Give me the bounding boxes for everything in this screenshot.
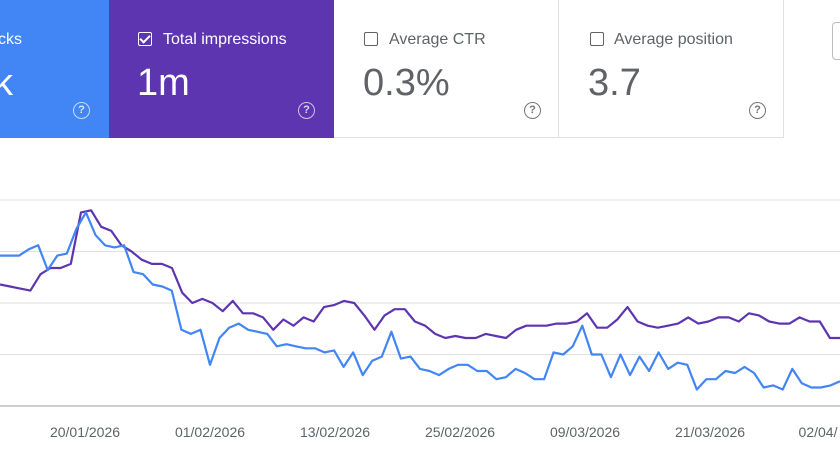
average-ctr-label: Average CTR xyxy=(389,31,486,48)
total-clicks-label: cks xyxy=(0,31,22,48)
average-position-value: 3.7 xyxy=(588,62,641,104)
impressions-checkbox-checked-icon[interactable] xyxy=(138,32,152,46)
help-icon[interactable]: ? xyxy=(298,102,315,119)
x-tick-label: 01/02/2026 xyxy=(175,424,245,440)
x-tick-label: 02/04/ xyxy=(799,424,838,440)
performance-chart: 20/01/2026 01/02/2026 13/02/2026 25/02/2026… xyxy=(0,199,840,440)
position-checkbox-icon[interactable] xyxy=(590,32,604,46)
average-ctr-card[interactable]: Average CTR 0.3% ? xyxy=(334,0,559,138)
total-clicks-value: k xyxy=(0,62,13,104)
x-tick-label: 21/03/2026 xyxy=(675,424,745,440)
x-tick-label: 09/03/2026 xyxy=(550,424,620,440)
x-axis-ticks: 20/01/2026 01/02/2026 13/02/2026 25/02/2026… xyxy=(50,424,838,440)
total-clicks-card[interactable]: cks k ? xyxy=(0,0,109,138)
clicks-series-line xyxy=(0,211,840,391)
ctr-checkbox-icon[interactable] xyxy=(364,32,378,46)
chart-series xyxy=(0,209,840,391)
chart-grid xyxy=(0,199,840,407)
total-impressions-card[interactable]: Total impressions 1m ? xyxy=(109,0,334,138)
total-impressions-label: Total impressions xyxy=(163,31,287,48)
help-icon[interactable]: ? xyxy=(524,102,541,119)
x-tick-label: 20/01/2026 xyxy=(50,424,120,440)
help-icon[interactable]: ? xyxy=(749,102,766,119)
x-tick-label: 25/02/2026 xyxy=(425,424,495,440)
average-ctr-value: 0.3% xyxy=(363,62,450,104)
impressions-series-line xyxy=(0,209,840,340)
metric-cards: cks k ? Total impressions 1m ? Average C… xyxy=(0,0,840,138)
average-position-card[interactable]: Average position 3.7 ? xyxy=(559,0,784,138)
average-position-label: Average position xyxy=(614,31,733,48)
help-icon[interactable]: ? xyxy=(73,102,90,119)
toolbar-button-edge[interactable] xyxy=(832,22,840,60)
total-impressions-value: 1m xyxy=(137,62,190,104)
x-tick-label: 13/02/2026 xyxy=(300,424,370,440)
